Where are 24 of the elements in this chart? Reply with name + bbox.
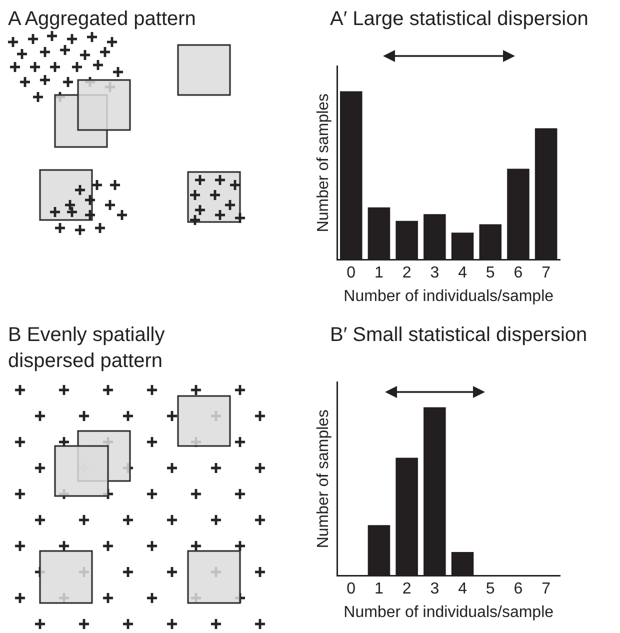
x-tick-label: 4 [458,264,468,282]
x-tick-label: 5 [486,264,495,282]
x-tick-label: 1 [374,580,384,598]
x-axis-title: Number of individuals/sample [344,604,554,621]
x-tick-label: 0 [346,580,356,598]
x-axis-title: Number of individuals/sample [344,288,554,305]
text: B Evenly spatially dispersed pattern [8,323,166,374]
x-tick-label: 0 [346,264,356,282]
x-tick-label: 3 [430,580,440,598]
text: A Aggregated pattern [8,7,197,32]
x-tick-label: 6 [514,580,523,598]
x-tick-label: 4 [458,580,468,598]
x-tick-label: 2 [402,264,412,282]
x-tick-label: 7 [542,580,551,598]
y-axis-title: Number of samples [315,93,332,232]
x-tick-label: 7 [542,264,551,282]
x-tick-label: 1 [374,264,384,282]
chart-title: B′ Small statistical dispersion [330,323,588,348]
x-tick-label: 3 [430,264,440,282]
x-tick-label: 5 [486,580,495,598]
x-tick-label: 6 [514,264,523,282]
chart-title: A′ Large statistical dispersion [330,7,590,32]
y-axis-title: Number of samples [315,409,332,548]
x-tick-label: 2 [402,580,412,598]
